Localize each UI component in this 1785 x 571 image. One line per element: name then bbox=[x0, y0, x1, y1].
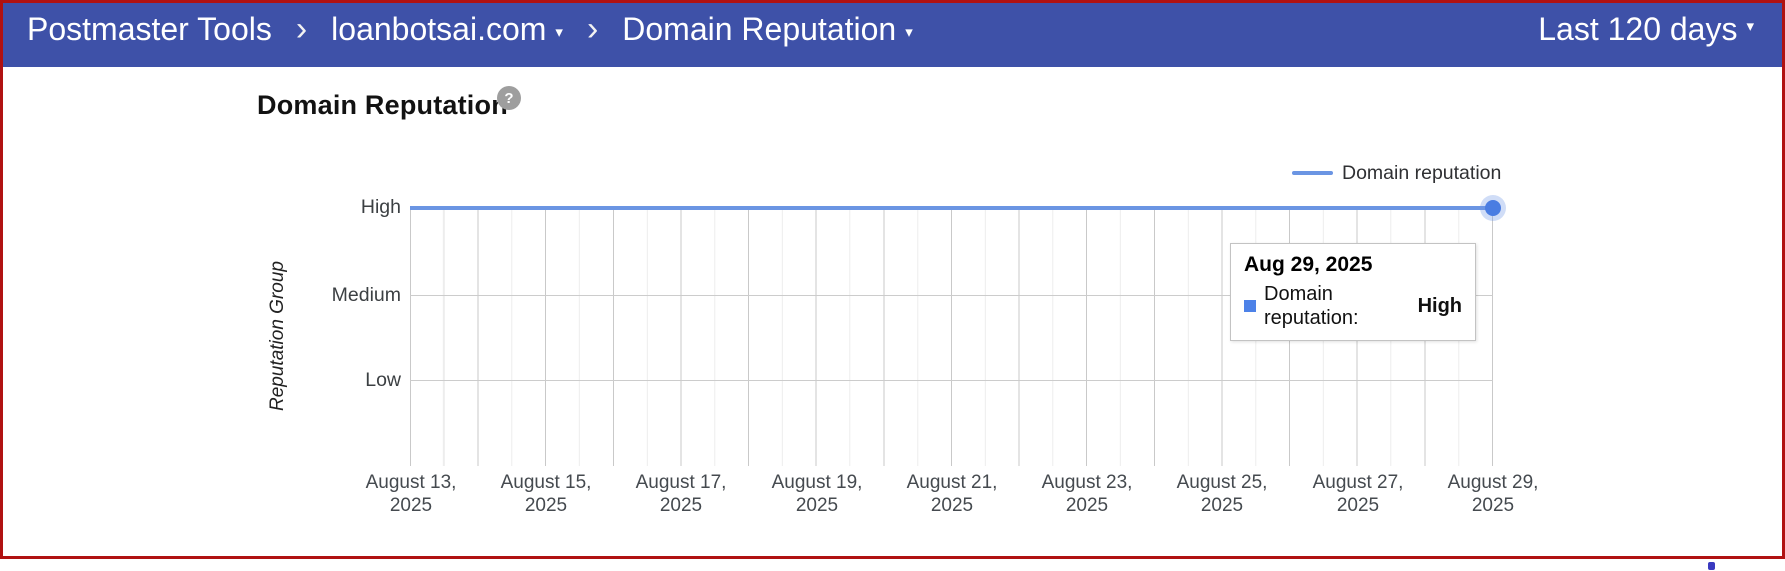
tooltip-value: High bbox=[1417, 295, 1462, 317]
x-tick-line2: 2025 bbox=[795, 495, 839, 516]
x-tick-line1: August 25, bbox=[1176, 472, 1268, 493]
x-tick-line1: August 21, bbox=[906, 472, 998, 493]
x-tick: August 21, 2025 bbox=[871, 471, 1033, 517]
y-tick-low: Low bbox=[365, 369, 401, 391]
x-tick: August 23, 2025 bbox=[1006, 471, 1168, 517]
domain-reputation-line bbox=[410, 206, 1493, 210]
x-tick: August 13, 2025 bbox=[330, 471, 492, 517]
x-tick-line2: 2025 bbox=[524, 495, 568, 516]
x-tick-line1: August 19, bbox=[771, 472, 863, 493]
legend-label: Domain reputation bbox=[1342, 162, 1502, 184]
x-tick-line1: August 13, bbox=[365, 472, 457, 493]
app-window: Postmaster Tools › loanbotsai.com ▾ › Dom… bbox=[0, 0, 1785, 559]
y-tick-medium: Medium bbox=[331, 284, 401, 306]
text-cursor-artifact bbox=[1708, 562, 1715, 570]
y-axis-title: Reputation Group bbox=[267, 261, 288, 411]
date-range-label: Last 120 days bbox=[1538, 10, 1738, 47]
breadcrumb-domain-selector[interactable]: loanbotsai.com ▾ bbox=[331, 11, 563, 48]
breadcrumb-dashboard-label: Domain Reputation bbox=[622, 10, 897, 47]
tooltip-date: Aug 29, 2025 bbox=[1244, 253, 1373, 276]
x-tick-line2: 2025 bbox=[1200, 495, 1244, 516]
breadcrumb-chevron-icon: › bbox=[586, 10, 599, 48]
top-nav-bar: Postmaster Tools › loanbotsai.com ▾ › Dom… bbox=[3, 3, 1782, 67]
legend-line-icon bbox=[1292, 171, 1333, 175]
tooltip-series-row: Domain reputation: High bbox=[1244, 282, 1462, 330]
x-tick: August 19, 2025 bbox=[736, 471, 898, 517]
gridline-low bbox=[410, 380, 1493, 381]
x-tick: August 17, 2025 bbox=[600, 471, 762, 517]
chart-tooltip: Aug 29, 2025 Domain reputation: High bbox=[1230, 243, 1476, 341]
x-tick: August 29, 2025 bbox=[1412, 471, 1574, 517]
x-tick-line2: 2025 bbox=[659, 495, 703, 516]
x-tick-line1: August 29, bbox=[1447, 472, 1539, 493]
x-tick-line2: 2025 bbox=[1471, 495, 1515, 516]
x-tick: August 15, 2025 bbox=[465, 471, 627, 517]
x-tick-line1: August 15, bbox=[500, 472, 592, 493]
x-tick: August 25, 2025 bbox=[1141, 471, 1303, 517]
x-tick-line1: August 17, bbox=[635, 472, 727, 493]
date-range-selector[interactable]: Last 120 days ▾ bbox=[1538, 9, 1754, 49]
tooltip-series-label: Domain reputation: bbox=[1264, 283, 1359, 329]
help-icon[interactable]: ? bbox=[497, 86, 521, 110]
x-tick-line1: August 23, bbox=[1041, 472, 1133, 493]
breadcrumb: Postmaster Tools › loanbotsai.com ▾ › Dom… bbox=[27, 9, 913, 49]
page-title: Domain Reputation bbox=[257, 90, 508, 120]
x-tick-line2: 2025 bbox=[1065, 495, 1109, 516]
breadcrumb-dashboard-selector[interactable]: Domain Reputation ▾ bbox=[622, 11, 912, 48]
x-tick-line2: 2025 bbox=[1336, 495, 1380, 516]
gridline-medium bbox=[410, 295, 1493, 296]
x-tick-line1: August 27, bbox=[1312, 472, 1404, 493]
y-tick-high: High bbox=[360, 196, 401, 218]
x-tick-line2: 2025 bbox=[930, 495, 974, 516]
breadcrumb-postmaster-tools[interactable]: Postmaster Tools bbox=[27, 10, 272, 47]
dropdown-caret-icon: ▾ bbox=[555, 23, 563, 41]
breadcrumb-domain-label: loanbotsai.com bbox=[331, 10, 547, 47]
x-tick: August 27, 2025 bbox=[1277, 471, 1439, 517]
dropdown-caret-icon: ▾ bbox=[905, 23, 913, 41]
dropdown-caret-icon: ▾ bbox=[1746, 18, 1754, 35]
data-point-aug-29[interactable] bbox=[1485, 200, 1501, 216]
breadcrumb-chevron-icon: › bbox=[295, 10, 308, 48]
series-color-swatch-icon bbox=[1244, 300, 1256, 312]
x-tick-line2: 2025 bbox=[389, 495, 433, 516]
